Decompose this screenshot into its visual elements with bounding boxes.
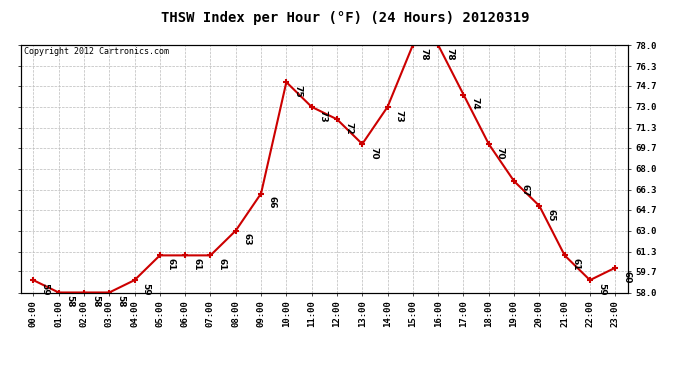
- Text: 75: 75: [293, 85, 302, 98]
- Text: Copyright 2012 Cartronics.com: Copyright 2012 Cartronics.com: [23, 48, 169, 57]
- Text: THSW Index per Hour (°F) (24 Hours) 20120319: THSW Index per Hour (°F) (24 Hours) 2012…: [161, 11, 529, 25]
- Text: 61: 61: [192, 258, 201, 271]
- Text: 73: 73: [319, 110, 328, 122]
- Text: 60: 60: [622, 270, 631, 283]
- Text: 59: 59: [40, 283, 49, 296]
- Text: 59: 59: [597, 283, 606, 296]
- Text: 73: 73: [395, 110, 404, 122]
- Text: 61: 61: [571, 258, 580, 271]
- Text: 58: 58: [66, 295, 75, 308]
- Text: 58: 58: [116, 295, 125, 308]
- Text: 74: 74: [471, 97, 480, 110]
- Text: 78: 78: [445, 48, 454, 60]
- Text: 61: 61: [167, 258, 176, 271]
- Text: 78: 78: [420, 48, 428, 60]
- Text: 72: 72: [344, 122, 353, 135]
- Text: 63: 63: [243, 233, 252, 246]
- Text: 61: 61: [217, 258, 226, 271]
- Text: 70: 70: [369, 147, 378, 159]
- Text: 65: 65: [546, 209, 555, 221]
- Text: 66: 66: [268, 196, 277, 209]
- Text: 58: 58: [91, 295, 100, 308]
- Text: 70: 70: [495, 147, 504, 159]
- Text: 67: 67: [521, 184, 530, 196]
- Text: 59: 59: [141, 283, 150, 296]
